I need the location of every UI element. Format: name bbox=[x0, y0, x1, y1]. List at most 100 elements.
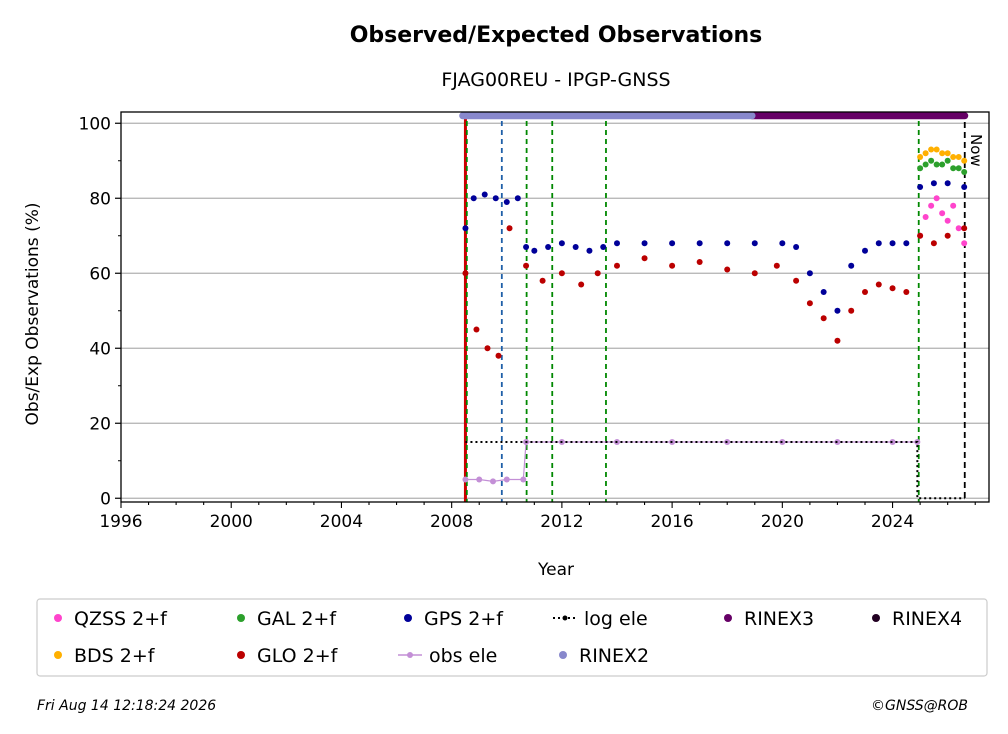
data-point bbox=[473, 326, 480, 333]
data-point bbox=[917, 232, 924, 239]
data-point bbox=[848, 262, 855, 269]
data-point bbox=[523, 244, 530, 250]
x-tick-label: 2012 bbox=[540, 512, 583, 532]
data-point bbox=[539, 277, 546, 284]
data-point bbox=[944, 150, 951, 157]
data-point bbox=[696, 240, 703, 247]
x-tick-label: 2024 bbox=[871, 512, 914, 532]
legend-marker bbox=[54, 651, 62, 659]
data-point bbox=[922, 161, 929, 168]
data-point bbox=[503, 476, 510, 483]
data-point bbox=[834, 337, 841, 344]
series-gal-2-f bbox=[917, 157, 968, 175]
data-point bbox=[490, 478, 496, 485]
data-point bbox=[955, 154, 962, 160]
plot-frame bbox=[120, 111, 990, 503]
data-point bbox=[820, 315, 827, 322]
data-point bbox=[875, 281, 882, 288]
footer-credit: ©GNSS@ROB bbox=[871, 698, 968, 714]
series-gps-2-f bbox=[462, 180, 968, 314]
data-point bbox=[476, 476, 483, 483]
data-point bbox=[950, 154, 957, 160]
data-point bbox=[600, 244, 607, 250]
legend-item: GLO 2+f bbox=[237, 645, 339, 667]
data-point bbox=[917, 154, 924, 160]
legend-item: BDS 2+f bbox=[54, 645, 156, 667]
series-bds-2-f bbox=[917, 146, 968, 164]
data-point bbox=[614, 262, 620, 269]
y-tick-label: 40 bbox=[89, 339, 111, 359]
legend-item: log ele bbox=[553, 608, 648, 630]
x-tick-label: 2004 bbox=[320, 512, 363, 532]
legend-label: RINEX2 bbox=[579, 645, 649, 667]
chart-title: Observed/Expected Observations bbox=[350, 23, 763, 48]
legend-item: RINEX3 bbox=[724, 608, 814, 630]
legend-item: GAL 2+f bbox=[237, 608, 337, 630]
legend-marker bbox=[559, 651, 567, 659]
x-axis-label: Year bbox=[537, 560, 574, 580]
data-point bbox=[917, 184, 924, 190]
data-point bbox=[961, 225, 968, 232]
data-point bbox=[462, 476, 469, 483]
series-line bbox=[465, 441, 965, 500]
data-point bbox=[930, 180, 937, 187]
x-tick-label: 1996 bbox=[99, 512, 142, 532]
legend-marker bbox=[237, 651, 245, 659]
data-point bbox=[939, 150, 946, 157]
data-point bbox=[961, 169, 968, 175]
data-point bbox=[492, 195, 499, 202]
data-point bbox=[520, 476, 527, 483]
legend-box bbox=[36, 598, 988, 677]
data-point bbox=[614, 240, 620, 247]
footer-timestamp: Fri Aug 14 12:18:24 2026 bbox=[37, 698, 216, 714]
legend-label: GPS 2+f bbox=[424, 608, 504, 630]
x-tick-label: 2000 bbox=[210, 512, 253, 532]
data-point bbox=[939, 210, 946, 217]
data-point bbox=[514, 195, 521, 202]
data-point bbox=[481, 191, 488, 198]
y-axis-label: Obs/Exp Observations (%) bbox=[23, 203, 43, 426]
data-point bbox=[928, 202, 935, 209]
data-point bbox=[889, 285, 896, 292]
data-point bbox=[545, 244, 552, 250]
legend-label: GLO 2+f bbox=[257, 645, 339, 667]
y-tick-label: 20 bbox=[89, 414, 111, 434]
data-point bbox=[928, 146, 935, 153]
data-point bbox=[793, 277, 800, 284]
data-point bbox=[889, 439, 896, 445]
data-point bbox=[903, 289, 910, 295]
legend-label: RINEX4 bbox=[892, 608, 962, 630]
x-axis-ticks: 1996 2000 2004 2008 2012 2016 2020 2024 bbox=[99, 502, 976, 532]
x-tick-label: 2016 bbox=[650, 512, 693, 532]
data-point bbox=[462, 225, 469, 232]
series-line bbox=[465, 441, 918, 482]
legend-label: RINEX3 bbox=[744, 608, 814, 630]
data-point bbox=[834, 307, 841, 314]
legend-item: GPS 2+f bbox=[404, 608, 504, 630]
data-point bbox=[944, 232, 951, 239]
data-point bbox=[950, 202, 957, 209]
data-point bbox=[955, 165, 962, 172]
data-point bbox=[484, 345, 491, 352]
data-point bbox=[961, 184, 968, 190]
data-point bbox=[862, 289, 868, 295]
legend-label: obs ele bbox=[429, 645, 497, 667]
series-glo-2-f bbox=[462, 225, 968, 359]
data-point bbox=[669, 262, 676, 269]
event-lines bbox=[463, 112, 966, 502]
data-point bbox=[950, 165, 957, 172]
data-point bbox=[889, 240, 896, 247]
legend-marker bbox=[872, 614, 880, 622]
legend-marker bbox=[407, 652, 413, 658]
grid-lines bbox=[121, 122, 989, 499]
legend-marker bbox=[237, 614, 245, 622]
data-point bbox=[955, 225, 962, 232]
y-tick-label: 60 bbox=[89, 264, 111, 284]
data-point bbox=[724, 266, 731, 273]
data-point bbox=[779, 240, 786, 247]
data-point bbox=[928, 157, 935, 164]
legend-item: RINEX4 bbox=[872, 608, 962, 630]
data-point bbox=[773, 262, 780, 269]
data-point bbox=[594, 270, 601, 277]
